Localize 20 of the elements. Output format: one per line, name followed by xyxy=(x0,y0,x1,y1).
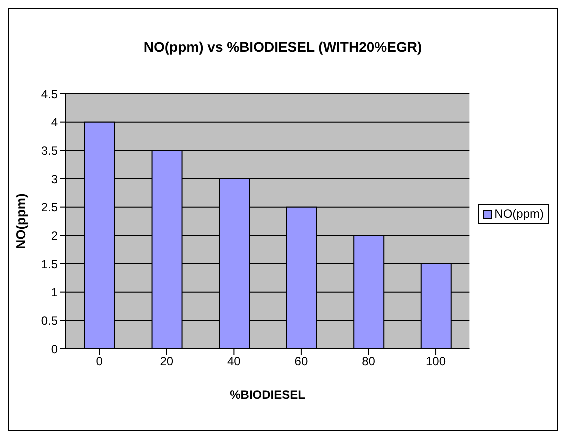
y-axis-title: NO(ppm) xyxy=(14,194,29,250)
y-tick-label: 4.5 xyxy=(41,87,58,102)
x-axis-title: %BIODIESEL xyxy=(230,388,306,402)
y-tick-label: 2.5 xyxy=(41,200,58,215)
x-tick-label: 0 xyxy=(96,354,104,369)
y-tick-label: 3.5 xyxy=(41,144,58,158)
y-tick-label: 0.5 xyxy=(41,314,58,328)
legend-label: NO(ppm) xyxy=(494,207,544,221)
chart-title: NO(ppm) vs %BIODIESEL (WITH20%EGR) xyxy=(142,39,424,55)
y-tick-label: 1.5 xyxy=(41,257,58,272)
x-tick-label: 40 xyxy=(228,354,242,369)
x-tick-label: 80 xyxy=(362,354,376,369)
x-tick-label: 20 xyxy=(160,354,174,369)
y-tick-label: 3 xyxy=(51,172,58,186)
x-tick-label: 60 xyxy=(294,354,308,369)
y-tick-label: 2 xyxy=(51,228,58,243)
y-tick-label: 4 xyxy=(51,116,58,130)
y-tick-label: 0 xyxy=(51,342,58,356)
x-tick-label: 100 xyxy=(426,354,446,369)
y-tick-label: 1 xyxy=(51,286,58,300)
